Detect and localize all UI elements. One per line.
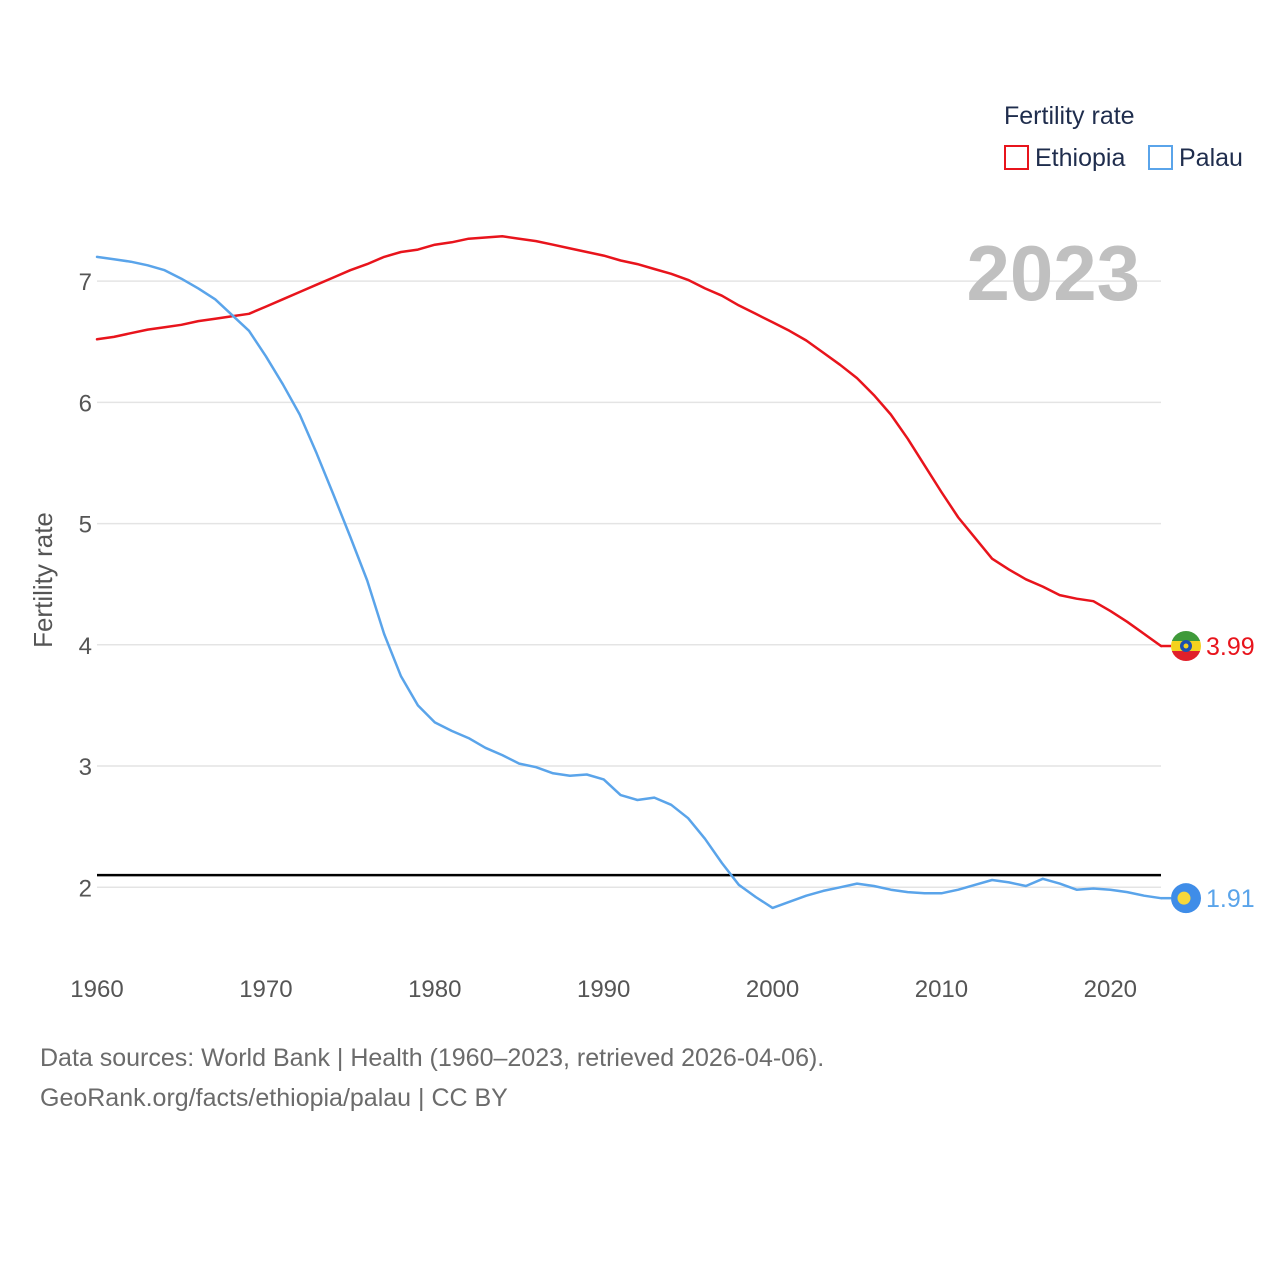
x-tick-label: 2010 (915, 976, 968, 1003)
end-markers: 3.99 1.91 (1161, 631, 1255, 914)
y-tick-label: 6 (79, 390, 92, 417)
legend-swatch-palau[interactable] (1148, 145, 1173, 170)
end-value-label-palau: 1.91 (1206, 885, 1255, 913)
palau-flag-icon (1171, 883, 1201, 914)
legend-label-ethiopia[interactable]: Ethiopia (1035, 144, 1125, 172)
legend-label-palau[interactable]: Palau (1179, 144, 1243, 172)
series-line-ethiopia[interactable] (95, 235, 1163, 648)
data-sources-text: Data sources: World Bank | Health (1960–… (40, 1044, 825, 1072)
legend-swatch-ethiopia[interactable] (1004, 145, 1029, 170)
legend: Fertility rate Ethiopia Palau (1004, 102, 1243, 172)
x-tick-label: 2000 (746, 976, 799, 1003)
x-tick-label: 1970 (239, 976, 292, 1003)
ethiopia-flag-icon (1171, 631, 1201, 662)
end-value-label-ethiopia: 3.99 (1206, 633, 1255, 661)
y-axis-ticks: 2 3 4 5 6 7 (79, 269, 92, 902)
attribution-text: GeoRank.org/facts/ethiopia/palau | CC BY (40, 1084, 508, 1112)
y-axis-label: Fertility rate (28, 512, 58, 648)
year-label: 2023 (966, 229, 1140, 317)
x-tick-label: 1980 (408, 976, 461, 1003)
y-tick-label: 5 (79, 512, 92, 539)
y-tick-label: 7 (79, 269, 92, 296)
legend-title: Fertility rate (1004, 102, 1135, 130)
x-tick-label: 2020 (1084, 976, 1137, 1003)
x-axis-ticks: 1960 1970 1980 1990 2000 2010 2020 (70, 976, 1137, 1003)
y-tick-label: 4 (79, 633, 92, 660)
series-line-palau[interactable] (95, 255, 1163, 910)
y-tick-label: 3 (79, 754, 92, 781)
series-lines (95, 235, 1163, 910)
fertility-chart: 2 3 4 5 6 7 1960 1970 1980 1990 2000 2010 2020 Fert… (28, 102, 1255, 1003)
grid-lines (97, 280, 1161, 889)
x-tick-label: 1960 (70, 976, 123, 1003)
x-tick-label: 1990 (577, 976, 630, 1003)
y-tick-label: 2 (79, 875, 92, 902)
